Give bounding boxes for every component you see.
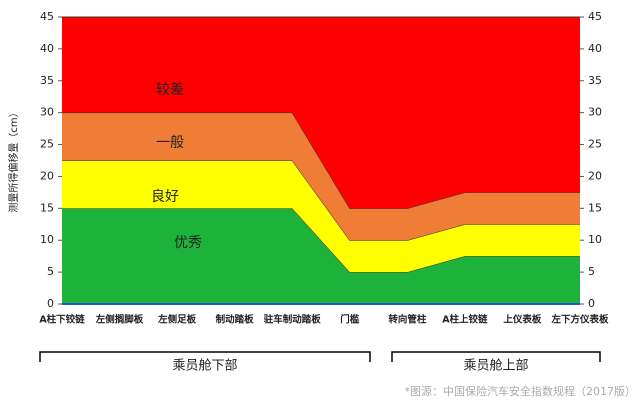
area	[62, 208, 580, 304]
y2-tick-label: 35	[588, 74, 602, 87]
x-tick-label: 上仪表板	[503, 314, 542, 326]
x-tick-label: A柱下铰链	[39, 314, 85, 326]
area	[62, 112, 580, 241]
x-tick-label: 转向管柱	[388, 314, 427, 326]
y-tick-label: 45	[40, 10, 54, 23]
x-tick-label: A柱上铰链	[442, 314, 488, 326]
y-tick-label: 20	[40, 169, 54, 182]
group-label: 乘员舱上部	[463, 359, 528, 374]
y2-tick-label: 25	[588, 138, 602, 151]
area	[62, 160, 580, 273]
y-tick-label: 40	[40, 42, 54, 55]
area-label: 良好	[151, 189, 179, 205]
y2-tick-label: 45	[588, 10, 602, 23]
y-tick-label: 0	[47, 297, 54, 310]
y-tick-label: 25	[40, 138, 54, 151]
group-label: 乘员舱下部	[172, 359, 237, 374]
area-label: 一般	[156, 135, 184, 151]
x-tick-label: 制动踏板	[216, 314, 255, 326]
y2-tick-label: 20	[588, 169, 602, 182]
group-bracket	[39, 351, 371, 362]
y2-tick-label: 30	[588, 106, 602, 119]
x-tick-label: 左侧搁脚板	[95, 314, 144, 326]
y2-tick-label: 10	[588, 233, 602, 246]
y-axis-label: 测量所得偏移量（cm）	[7, 107, 20, 212]
x-tick-label: 门槛	[340, 314, 360, 326]
y-tick-label: 30	[40, 106, 54, 119]
area	[62, 17, 580, 209]
source-note: *图源：中国保险汽车安全指数规程（2017版）	[405, 384, 637, 398]
y2-tick-label: 5	[588, 265, 595, 278]
y2-tick-label: 40	[588, 42, 602, 55]
y2-tick-label: 15	[588, 201, 602, 214]
y-tick-label: 5	[47, 265, 54, 278]
y2-tick-label: 0	[588, 297, 595, 310]
area-label: 较差	[156, 82, 184, 98]
x-tick-label: 左下方仪表板	[550, 314, 609, 326]
y-tick-label: 15	[40, 201, 54, 214]
x-tick-label: 左侧足板	[157, 314, 197, 326]
group-bracket	[391, 351, 601, 362]
y-tick-label: 35	[40, 74, 54, 87]
y-tick-label: 10	[40, 233, 54, 246]
x-tick-label: 驻车制动踏板	[264, 314, 322, 326]
area-label: 优秀	[174, 235, 202, 251]
